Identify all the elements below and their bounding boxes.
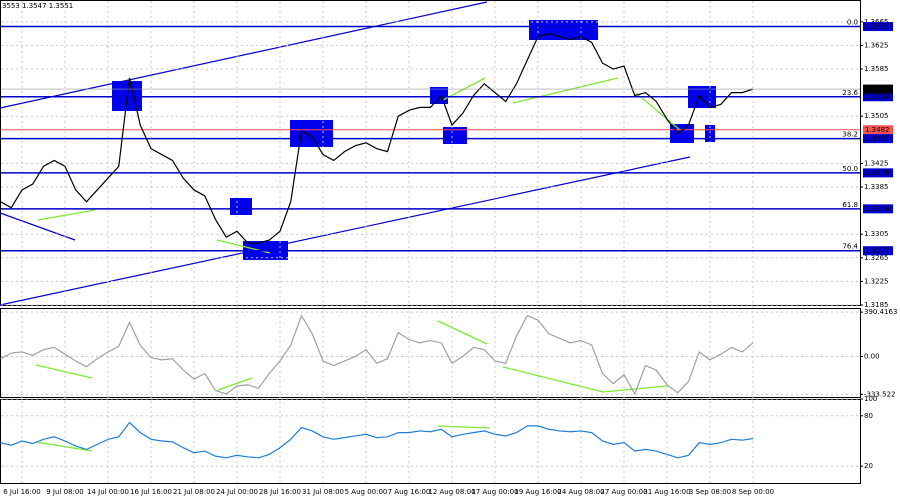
fib-label: 76.4 xyxy=(842,243,858,251)
divergence-line xyxy=(502,366,604,393)
x-tick-label: 9 Jul 08:00 xyxy=(46,488,84,496)
x-tick-label: 12 Aug 08:00 xyxy=(428,488,475,496)
y-tick-label: -333.522 xyxy=(864,390,895,398)
price-line xyxy=(0,33,754,244)
y-tick-label: 1.3585 xyxy=(864,65,889,73)
x-tick-label: 16 Jul 16:00 xyxy=(130,488,172,496)
divergence-line xyxy=(635,92,681,131)
fib-label: 23.6 xyxy=(842,89,858,97)
y-tick-label: 1.3305 xyxy=(864,230,889,238)
price-tag-label: 1.3482 xyxy=(865,126,890,134)
x-tick-label: 8 Sep 00:00 xyxy=(732,488,774,496)
zone-box xyxy=(430,87,448,104)
divergence-line xyxy=(437,320,488,345)
price-tag-label: 1.3467 xyxy=(865,135,890,143)
price-tag xyxy=(863,204,893,214)
fib-label: 0.0 xyxy=(847,19,858,27)
x-tick-label: 28 Jul 16:00 xyxy=(259,488,301,496)
y-tick-label: 0.00 xyxy=(864,352,880,360)
annotations xyxy=(0,1,716,452)
trend-line xyxy=(0,212,76,241)
y-tick-label: 80 xyxy=(864,412,873,420)
zone-box xyxy=(230,198,252,215)
x-tick-label: 21 Jul 08:00 xyxy=(173,488,215,496)
fib-label: 38.2 xyxy=(842,131,858,139)
x-tick-label: 17 Aug 00:00 xyxy=(471,488,518,496)
cci-line xyxy=(0,314,754,396)
divergence-line xyxy=(217,377,253,391)
price-tag xyxy=(863,246,893,256)
y-tick-label: 1.3265 xyxy=(864,254,889,262)
x-tick-label: 3 Sep 08:00 xyxy=(689,488,731,496)
y-tick-label: 20 xyxy=(864,462,873,470)
divergence-line xyxy=(37,209,96,221)
fib-label: 61.8 xyxy=(842,201,858,209)
y-tick-label: 100 xyxy=(864,395,877,403)
price-tag xyxy=(863,22,893,32)
fib-label: 50.0 xyxy=(842,165,858,173)
x-tick-label: 7 Aug 16:00 xyxy=(388,488,431,496)
x-tick-label: 31 Jul 08:00 xyxy=(302,488,344,496)
y-tick-label: 1.3225 xyxy=(864,277,889,285)
price-tag-label: 1.3277 xyxy=(865,247,890,255)
x-tick-label: 19 Aug 16:00 xyxy=(514,488,561,496)
divergence-line xyxy=(437,425,491,429)
divergence-line xyxy=(602,385,668,393)
price-tag-label: 1.3348 xyxy=(865,205,890,213)
price-tag xyxy=(863,92,893,102)
channel-line xyxy=(0,156,691,306)
price-tag-label: 1.3538 xyxy=(865,93,890,101)
x-tick-label: 6 Jul 16:00 xyxy=(3,488,41,496)
price-tag xyxy=(863,134,893,144)
x-tick-label: 31 Aug 16:00 xyxy=(643,488,690,496)
price-tag-label: 1.3409 xyxy=(865,169,890,177)
price-tag-label: 1.3551 xyxy=(865,85,890,93)
divergence-line xyxy=(35,364,93,379)
rsi-panel xyxy=(0,399,861,484)
zone-box xyxy=(670,124,694,143)
divergence-line xyxy=(35,441,93,452)
header: 3553 1.3547 1.3551 xyxy=(2,2,73,10)
zone-box xyxy=(443,127,467,144)
price-tag xyxy=(863,84,893,94)
x-tick-label: 14 Jul 00:00 xyxy=(87,488,129,496)
zone-box xyxy=(290,120,333,147)
divergence-line xyxy=(512,77,619,104)
cci-panel xyxy=(0,308,861,398)
price-panel xyxy=(0,0,861,306)
y-tick-label: 1.3505 xyxy=(864,112,889,120)
zone-box xyxy=(705,125,715,142)
y-tick-label: 390.4163 xyxy=(864,308,897,316)
y-tick-label: 1.3625 xyxy=(864,41,889,49)
y-tick-label: 1.3665 xyxy=(864,18,889,26)
y-tick-label: 1.3185 xyxy=(864,301,889,309)
y-tick-label: 1.3385 xyxy=(864,183,889,191)
price-tag xyxy=(863,125,893,135)
y-tick-label: 1.3425 xyxy=(864,159,889,167)
channel-line xyxy=(0,1,488,109)
price-tag xyxy=(863,168,893,178)
rsi-line xyxy=(0,421,754,459)
x-tick-label: 27 Aug 00:00 xyxy=(600,488,647,496)
price-tag-label: 1.3657 xyxy=(865,23,890,31)
x-tick-label: 24 Jul 00:00 xyxy=(216,488,258,496)
x-tick-label: 24 Aug 08:00 xyxy=(557,488,604,496)
x-tick-label: 5 Aug 00:00 xyxy=(345,488,388,496)
zone-box xyxy=(529,20,598,40)
